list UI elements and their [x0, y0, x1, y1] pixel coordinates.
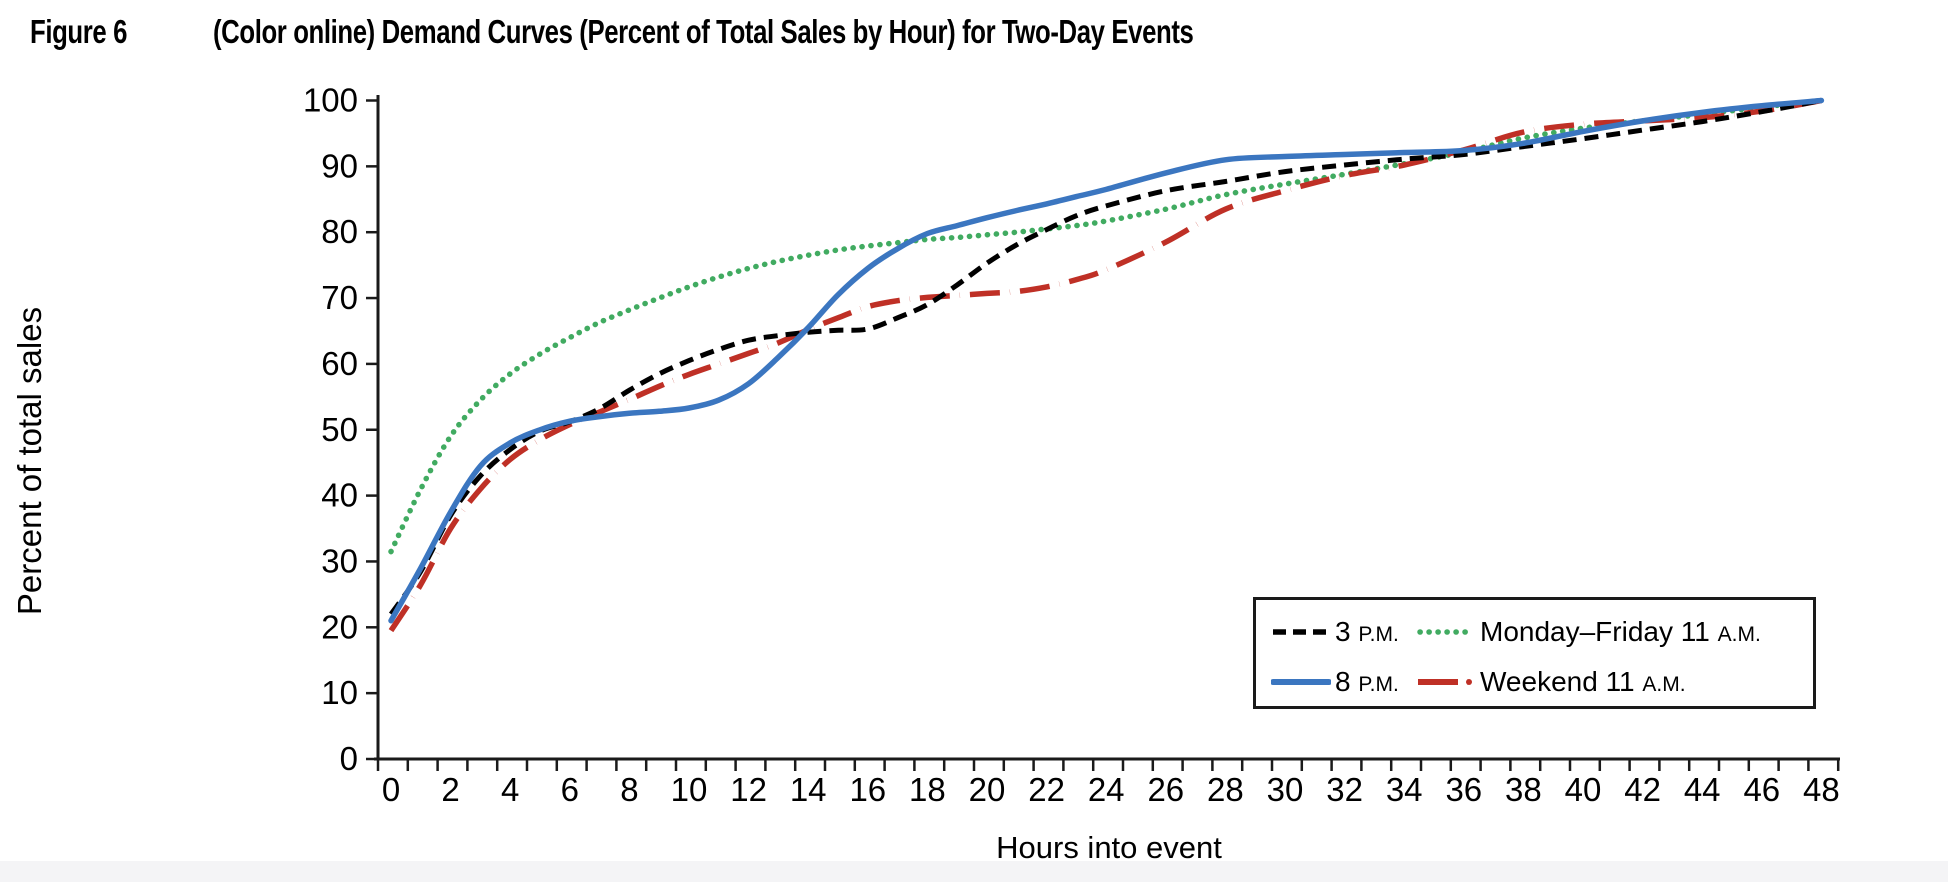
x-tick-label: 32 [1326, 771, 1363, 808]
x-tick-label: 18 [909, 771, 946, 808]
y-tick-label: 90 [321, 147, 358, 184]
y-tick-label: 100 [303, 82, 358, 119]
legend-item-monday-friday-11am: Monday–Friday 11 A.M. [1416, 615, 1806, 649]
x-tick-label: 44 [1684, 771, 1721, 808]
series-line-3pm [388, 98, 1822, 616]
x-tick-label: 0 [382, 771, 400, 808]
x-axis-tick-labels: 0 2 4 6 8 10 12 14 16 18 20 22 24 26 28 30 32 34 36 38 40 42 4… [382, 771, 1840, 808]
x-tick-label: 6 [561, 771, 579, 808]
x-tick-label: 36 [1445, 771, 1482, 808]
x-tick-label: 26 [1147, 771, 1184, 808]
x-axis-ticks [376, 759, 1840, 771]
series-line-weekend11am [388, 97, 1822, 633]
y-tick-label: 20 [321, 608, 358, 645]
axes [374, 95, 1840, 761]
x-tick-label: 48 [1803, 771, 1840, 808]
x-tick-label: 28 [1207, 771, 1244, 808]
x-axis-title: Hours into event [996, 830, 1222, 865]
x-tick-label: 34 [1386, 771, 1423, 808]
y-tick-label: 80 [321, 213, 358, 250]
legend-item-weekend-11am: Weekend 11 A.M. [1416, 665, 1806, 699]
legend-label: 3 P.M. [1335, 616, 1399, 647]
figure-caption: (Color online) Demand Curves (Percent of… [213, 13, 1194, 50]
x-tick-label: 12 [730, 771, 767, 808]
x-tick-label: 20 [969, 771, 1006, 808]
y-tick-label: 10 [321, 674, 358, 711]
y-tick-label: 50 [321, 411, 358, 448]
chart-legend: 3 P.M. Monday–Friday 11 A.M. 8 P.M. Week… [1253, 597, 1816, 709]
x-tick-label: 2 [441, 771, 459, 808]
x-tick-label: 40 [1565, 771, 1602, 808]
y-tick-label: 0 [340, 740, 358, 777]
y-tick-label: 60 [321, 345, 358, 382]
x-tick-label: 30 [1267, 771, 1304, 808]
x-tick-label: 10 [671, 771, 708, 808]
x-tick-label: 8 [620, 771, 638, 808]
y-axis-ticks [366, 99, 378, 761]
y-axis-tick-labels: 0 10 20 30 40 50 60 70 80 90 100 [303, 82, 358, 778]
x-tick-label: 4 [501, 771, 519, 808]
x-tick-label: 14 [790, 771, 827, 808]
legend-item-3pm: 3 P.M. [1271, 615, 1411, 649]
y-tick-label: 70 [321, 279, 358, 316]
dash-dot-red-line-swatch [1418, 679, 1474, 685]
legend-label: Monday–Friday 11 A.M. [1480, 616, 1761, 647]
legend-label: 8 P.M. [1335, 666, 1399, 697]
x-tick-label: 16 [849, 771, 886, 808]
page-bottom-strip [0, 861, 1948, 882]
x-tick-label: 22 [1028, 771, 1065, 808]
y-tick-label: 40 [321, 477, 358, 514]
y-axis-title: Percent of total sales [11, 306, 48, 616]
dashed-black-line-swatch [1273, 629, 1329, 635]
figure-label: Figure 6 [30, 13, 128, 50]
x-tick-label: 42 [1624, 771, 1661, 808]
legend-item-8pm: 8 P.M. [1271, 665, 1411, 699]
series-lines [388, 97, 1825, 633]
y-tick-label: 30 [321, 542, 358, 579]
solid-blue-line-swatch [1271, 679, 1331, 685]
series-line-monfri11am [388, 97, 1825, 555]
x-tick-label: 46 [1743, 771, 1780, 808]
series-line-8pm [388, 97, 1825, 624]
dotted-green-line-swatch [1417, 629, 1476, 635]
x-tick-label: 38 [1505, 771, 1542, 808]
legend-label: Weekend 11 A.M. [1480, 666, 1686, 697]
x-tick-label: 24 [1088, 771, 1125, 808]
